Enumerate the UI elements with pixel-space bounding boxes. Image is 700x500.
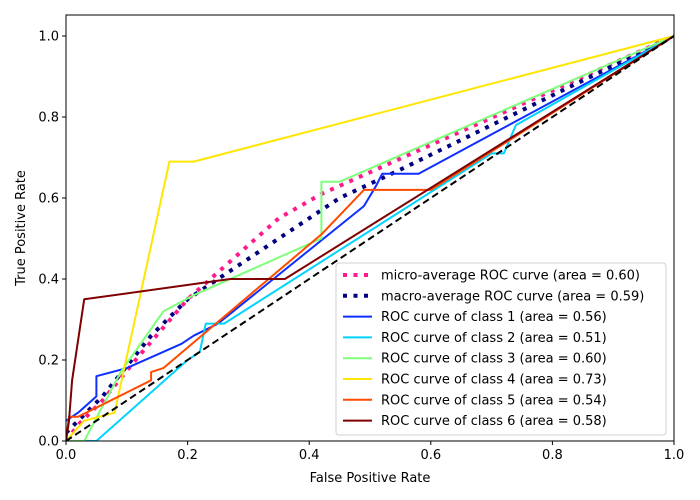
plot-frame [65, 14, 675, 442]
roc-series-2 [66, 35, 674, 422]
legend-label-6: ROC curve of class 5 (area = 0.54) [381, 393, 607, 408]
y-axis-label: True Positive Rate [14, 170, 29, 287]
plot-lines [66, 34, 674, 441]
legend-label-7: ROC curve of class 6 (area = 0.58) [381, 414, 607, 429]
legend-box [335, 262, 667, 436]
legend-label-0: micro-average ROC curve (area = 0.60) [381, 269, 640, 284]
x-axis-label: False Positive Rate [310, 471, 431, 486]
legend-label-4: ROC curve of class 3 (area = 0.60) [381, 352, 607, 367]
roc-series-6 [66, 35, 674, 441]
y-axis-ticks: 0.0 0.2 0.4 0.6 0.8 1.0 [38, 30, 66, 450]
x-tick-label: 0.6 [420, 448, 441, 463]
roc-series-0 [66, 34, 674, 441]
y-tick-label: 0.6 [38, 192, 59, 207]
y-tick-label: 0.2 [38, 354, 59, 369]
chance-diagonal-line [66, 35, 674, 441]
roc-series-1 [66, 34, 674, 435]
legend: micro-average ROC curve (area = 0.60) mac… [335, 262, 667, 436]
legend-label-1: macro-average ROC curve (area = 0.59) [381, 289, 644, 304]
roc-series-5 [66, 35, 674, 441]
x-tick-label: 0.8 [542, 448, 563, 463]
legend-label-2: ROC curve of class 1 (area = 0.56) [381, 310, 607, 325]
y-tick-label: 1.0 [38, 30, 59, 45]
x-tick-label: 0.4 [299, 448, 320, 463]
legend-label-3: ROC curve of class 2 (area = 0.51) [381, 331, 607, 346]
x-tick-label: 0.2 [177, 448, 198, 463]
roc-series-7 [66, 35, 674, 441]
legend-label-5: ROC curve of class 4 (area = 0.73) [381, 373, 607, 388]
x-axis-ticks: 0.0 0.2 0.4 0.6 0.8 1.0 [56, 441, 685, 463]
x-tick-label: 0.0 [56, 448, 77, 463]
y-tick-label: 0.4 [38, 273, 59, 288]
x-tick-label: 1.0 [664, 448, 685, 463]
y-tick-label: 0.0 [38, 435, 59, 450]
y-tick-label: 0.8 [38, 111, 59, 126]
